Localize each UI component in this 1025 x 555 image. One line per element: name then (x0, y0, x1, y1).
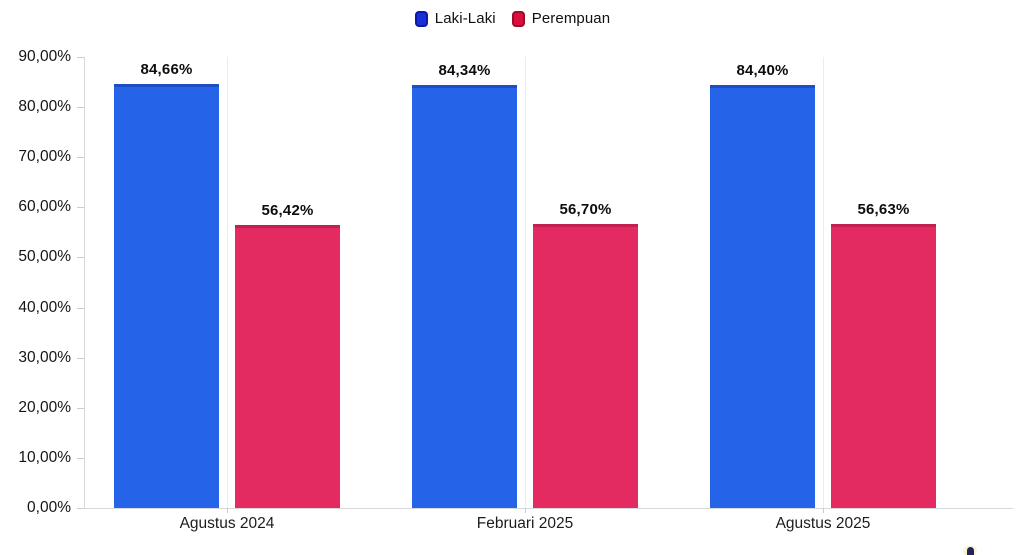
legend-swatch-icon (511, 10, 525, 27)
y-axis-tick (77, 107, 84, 109)
legend-label: Perempuan (531, 10, 611, 27)
y-axis-tick (77, 157, 84, 159)
bar-perempuan-agustus-2024[interactable] (235, 225, 340, 508)
bar-laki-laki-februari-2025[interactable] (412, 85, 517, 508)
x-axis-tick (823, 508, 824, 513)
bar-value-label: 84,34% (438, 62, 491, 80)
bar-laki-laki-agustus-2025[interactable] (710, 85, 815, 508)
y-axis-line (84, 57, 85, 508)
legend-item-laki-laki[interactable]: Laki-Laki (414, 10, 496, 27)
y-axis-tick (77, 57, 84, 58)
cropped-bottom-icon (963, 546, 977, 555)
chart-legend: Laki-Laki Perempuan (0, 10, 1025, 27)
x-axis-category-label: Agustus 2025 (775, 515, 871, 532)
x-axis-tick (227, 508, 228, 513)
bar-perempuan-agustus-2025[interactable] (831, 224, 936, 508)
y-axis-tick-label: 10,00% (18, 448, 71, 466)
y-axis-tick (77, 457, 84, 459)
x-axis-category-label: Agustus 2024 (179, 515, 275, 532)
x-axis-line (84, 508, 1013, 509)
y-axis-tick-label: 0,00% (27, 499, 71, 516)
y-axis-tick-label: 60,00% (18, 198, 71, 216)
cropped-bottom-icon-halo (963, 546, 977, 555)
y-axis-tick-label: 30,00% (18, 348, 71, 366)
category-center-gridline (227, 57, 228, 508)
bar-laki-laki-agustus-2024[interactable] (114, 83, 219, 508)
y-axis-tick-label: 40,00% (18, 298, 71, 316)
legend-label: Laki-Laki (434, 10, 496, 27)
y-axis-tick (77, 407, 84, 409)
bar-value-label: 84,40% (736, 62, 789, 80)
x-axis-category-label: Februari 2025 (476, 515, 574, 532)
bar-value-label: 56,42% (261, 202, 314, 220)
y-axis-tick-label: 90,00% (18, 48, 71, 65)
y-axis-tick (77, 357, 84, 359)
bar-perempuan-februari-2025[interactable] (533, 223, 638, 508)
x-axis-tick (525, 508, 526, 513)
y-axis-tick (77, 257, 84, 259)
y-axis-tick-label: 50,00% (18, 248, 71, 266)
y-axis-tick (77, 307, 84, 309)
cropped-bottom-icon-glyph (967, 547, 974, 555)
legend-item-perempuan[interactable]: Perempuan (511, 10, 611, 27)
bar-value-label: 84,66% (140, 60, 193, 78)
category-center-gridline (525, 57, 526, 508)
bar-value-label: 56,70% (559, 200, 612, 218)
bar-value-label: 56,63% (857, 201, 910, 219)
y-axis-tick-label: 80,00% (18, 98, 71, 116)
y-axis-tick (77, 207, 84, 209)
category-center-gridline (823, 57, 824, 508)
y-axis-tick-label: 20,00% (18, 398, 71, 416)
y-axis-tick-label: 70,00% (18, 148, 71, 166)
legend-swatch-icon (414, 10, 428, 27)
y-axis-tick (77, 508, 84, 509)
